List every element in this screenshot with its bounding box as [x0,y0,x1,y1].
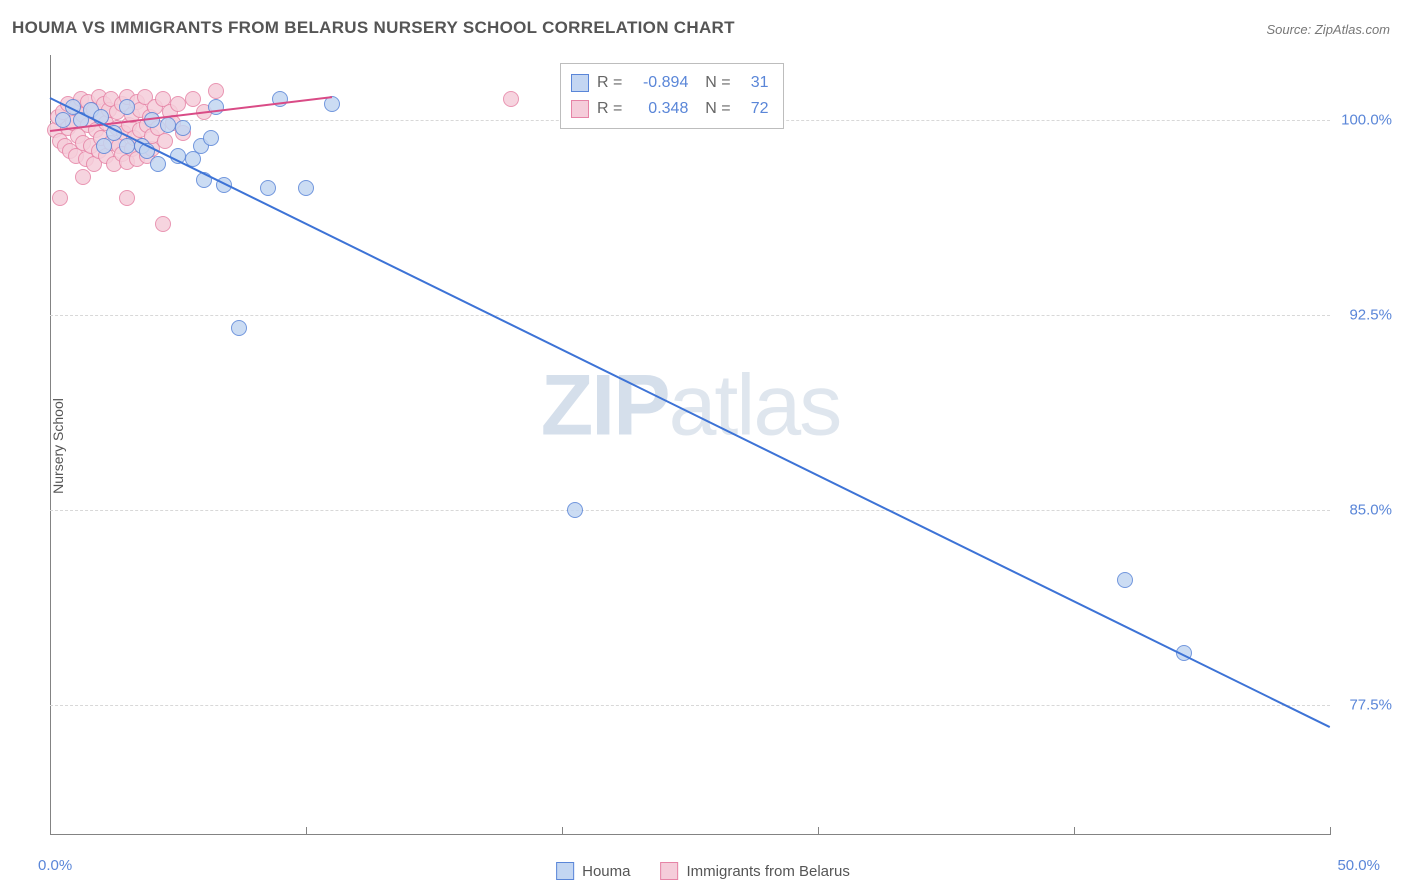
chart-title: HOUMA VS IMMIGRANTS FROM BELARUS NURSERY… [12,18,735,38]
source-label: Source: ZipAtlas.com [1266,22,1390,37]
r-label: R = [597,96,622,122]
y-tick-label: 92.5% [1349,307,1392,324]
stats-box: R = -0.894 N = 31 R = 0.348 N = 72 [560,63,784,129]
y-tick-label: 77.5% [1349,697,1392,714]
chart-plot-area: ZIPatlas [50,55,1330,835]
gridline-v [818,827,819,835]
houma-point [160,117,176,133]
stats-row-houma: R = -0.894 N = 31 [571,70,769,96]
gridline-v [1330,827,1331,835]
r-value-houma: -0.894 [630,70,688,96]
houma-point [119,138,135,154]
gridline-h [50,705,1330,706]
belarus-point [170,96,186,112]
n-label: N = [696,70,730,96]
y-tick-label: 85.0% [1349,502,1392,519]
n-value-belarus: 72 [739,96,769,122]
gridline-h [50,510,1330,511]
houma-point [150,156,166,172]
r-label: R = [597,70,622,96]
belarus-point [208,83,224,99]
houma-point [119,99,135,115]
swatch-belarus [571,100,589,118]
legend-label-belarus: Immigrants from Belarus [686,863,849,880]
gridline-v [1074,827,1075,835]
swatch-houma [571,74,589,92]
legend-swatch-houma [556,862,574,880]
belarus-point [503,91,519,107]
houma-point [55,112,71,128]
belarus-point [155,216,171,232]
houma-point [96,138,112,154]
belarus-point [75,169,91,185]
legend: Houma Immigrants from Belarus [556,862,850,880]
houma-point [175,120,191,136]
gridline-h [50,315,1330,316]
legend-swatch-belarus [660,862,678,880]
x-tick-min: 0.0% [38,857,72,874]
gridline-v [562,827,563,835]
belarus-point [52,190,68,206]
belarus-point [119,190,135,206]
stats-row-belarus: R = 0.348 N = 72 [571,96,769,122]
r-value-belarus: 0.348 [630,96,688,122]
n-label: N = [696,96,730,122]
y-tick-label: 100.0% [1341,112,1392,129]
legend-item-belarus: Immigrants from Belarus [660,862,849,880]
n-value-houma: 31 [739,70,769,96]
watermark: ZIPatlas [541,356,840,455]
legend-item-houma: Houma [556,862,630,880]
houma-point [260,180,276,196]
gridline-v [306,827,307,835]
houma-point [203,130,219,146]
houma-point [1117,572,1133,588]
houma-point [231,320,247,336]
legend-label-houma: Houma [582,863,630,880]
belarus-point [157,133,173,149]
houma-point [298,180,314,196]
houma-point [567,502,583,518]
x-tick-max: 50.0% [1337,857,1380,874]
watermark-rest: atlas [669,357,841,453]
